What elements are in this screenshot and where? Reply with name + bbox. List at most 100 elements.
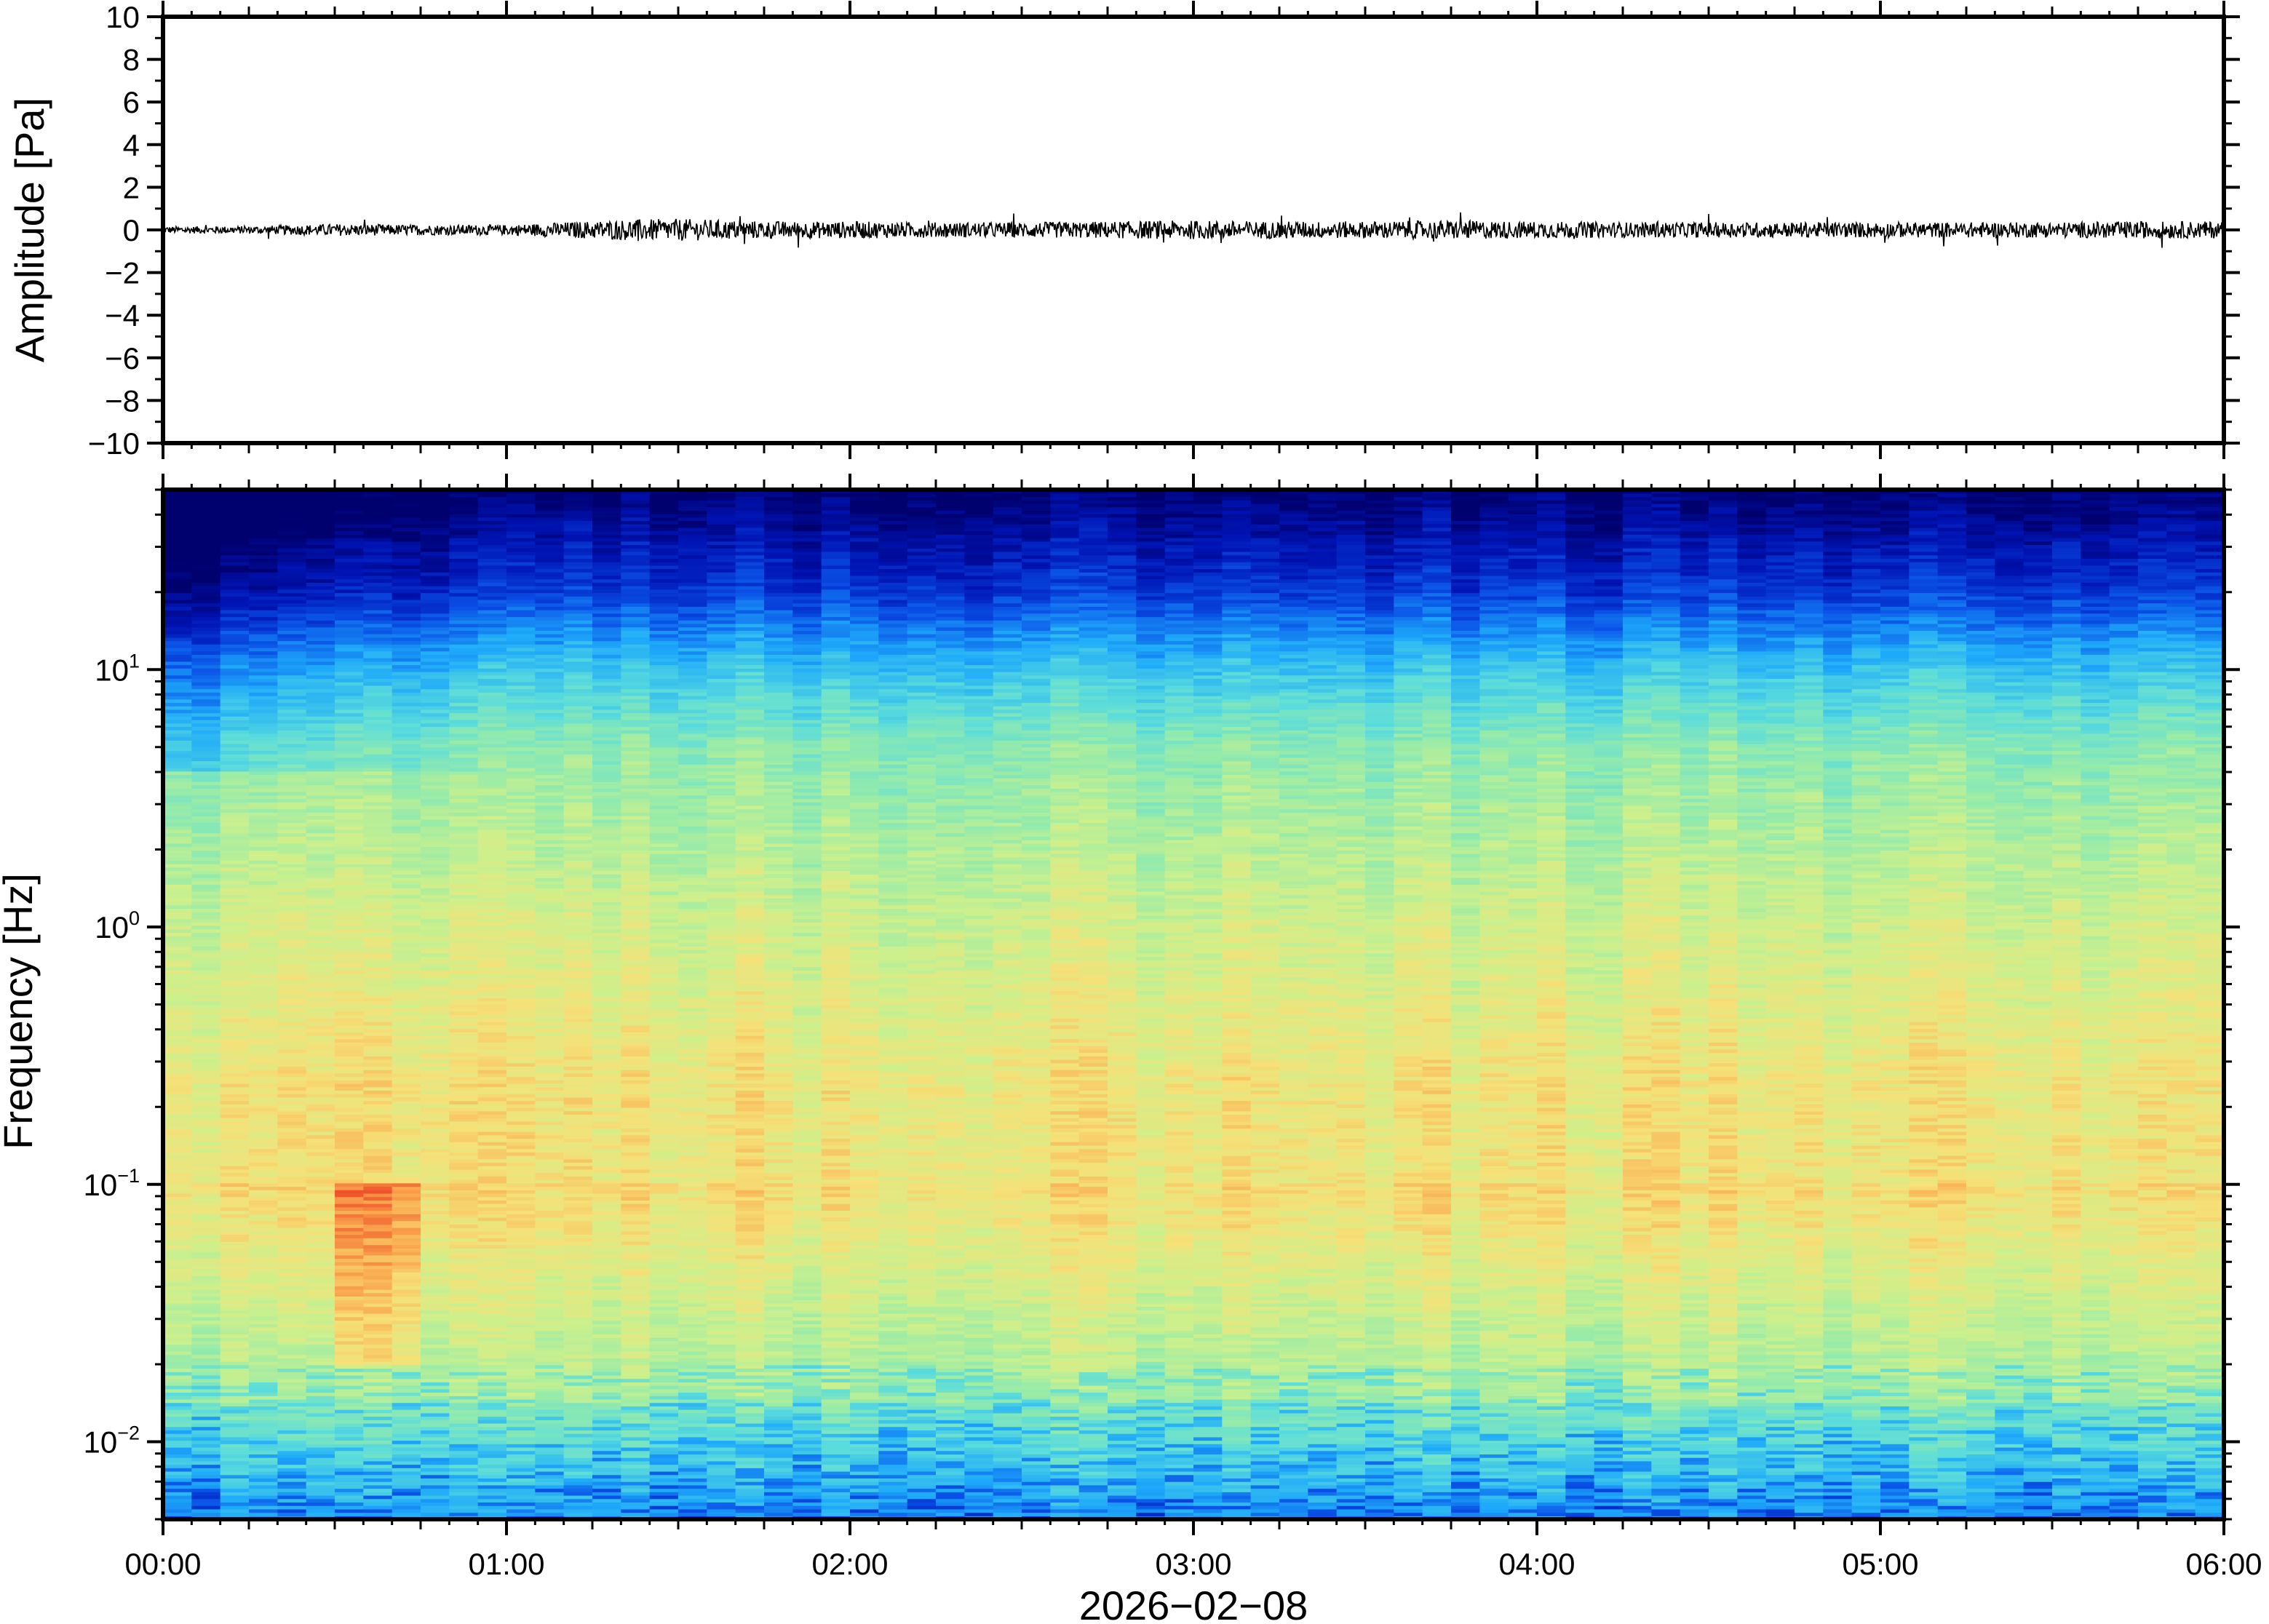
spectrogram-cell [477,1278,507,1283]
spectrogram-cell [363,1416,393,1420]
spectrogram-cell [535,1464,565,1468]
spectrogram-cell [563,1094,593,1098]
spectrogram-cell [306,1206,335,1211]
spectrogram-cell [249,792,278,796]
spectrogram-cell [363,805,393,810]
spectrogram-cell [592,960,621,964]
spectrogram-cell [506,500,536,504]
spectrogram-cell [392,963,421,968]
spectrogram-cell [306,1396,335,1400]
spectrogram-cell [220,836,250,840]
spectrogram-cell [392,1230,421,1235]
spectrogram-cell [477,1468,507,1472]
spectrogram-cell [220,1090,250,1094]
spectrogram-cell [163,805,192,810]
spectrogram-cell [506,623,536,628]
spectrogram-cell [163,1468,192,1472]
spectrogram-cell [592,1388,621,1393]
spectrogram-cell [306,891,335,896]
spectrogram-cell [220,1190,250,1194]
spectrogram-cell [506,1502,536,1506]
spectrogram-cell [506,1474,536,1478]
spectrogram-cell [421,939,450,944]
spectrogram-cell [191,1155,221,1160]
spectrogram-cell [421,589,450,594]
spectrogram-cell [220,1409,250,1414]
spectrogram-cell [191,990,221,995]
spectrogram-cell [449,904,479,909]
spectrogram-cell [163,678,192,682]
spectrogram-cell [563,1190,593,1194]
spectrogram-cell [592,792,621,796]
spectrogram-cell [191,1086,221,1091]
spectrogram-cell [306,960,335,964]
spectrogram-cell [306,630,335,634]
spectrogram-cell [277,551,307,556]
spectrogram-cell [220,860,250,864]
spectrogram-cell [592,554,621,559]
spectrogram-cell [335,1406,364,1410]
spectrogram-cell [449,1035,479,1040]
spectrogram-cell [392,712,421,717]
spectrogram-cell [249,928,278,934]
spectrogram-cell [421,730,450,734]
spectrogram-cell [163,709,192,714]
spectrogram-cell [335,1059,364,1064]
spectrogram-cell [249,1042,278,1046]
spectrogram-cell [449,1152,479,1156]
spectrogram-cell [535,1282,565,1286]
spectrogram-cell [477,493,507,498]
spectrogram-cell [506,1436,536,1441]
spectrogram-cell [277,558,307,562]
spectrogram-cell [535,1104,565,1108]
spectrogram-cell [249,554,278,559]
spectrogram-cell [449,610,479,614]
spectrogram-cell [449,1000,479,1006]
spectrogram-cell [249,1378,278,1382]
spectrogram-cell [563,1059,593,1064]
spectrogram-cell [592,1265,621,1270]
spectrogram-cell [592,565,621,570]
spectrogram-cell [563,709,593,714]
spectrogram-cell [191,1444,221,1448]
spectrogram-cell [277,798,307,803]
spectrogram-cell [220,1474,250,1478]
spectrogram-cell [421,1014,450,1019]
spectrogram-cell [449,538,479,542]
spectrogram-cell [477,1454,507,1458]
spectrogram-cell [220,1296,250,1300]
spectrogram-cell [421,558,450,562]
spectrogram-cell [249,1282,278,1286]
spectrogram-cell [592,1022,621,1026]
spectrogram-cell [249,664,278,669]
spectrogram-cell [563,712,593,717]
spectrogram-cell [535,812,565,816]
spectrogram-cell [563,500,593,504]
spectrogram-cell [277,500,307,504]
spectrogram-cell [392,716,421,720]
spectrogram-cell [392,912,421,916]
spectrogram-cell [163,816,192,820]
spectrogram-cell [449,1306,479,1310]
spectrogram-cell [335,626,364,631]
spectrogram-cell [277,1265,307,1270]
spectrogram-cell [563,1166,593,1170]
spectrogram-cell [363,1406,393,1410]
spectrogram-cell [363,620,393,624]
spectrogram-cell [306,1121,335,1126]
spectrogram-cell [249,987,278,992]
spectrogram-cell [392,805,421,810]
spectrogram-cell [163,1018,192,1022]
spectrogram-cell [335,1258,364,1262]
spectrogram-cell [592,1324,621,1328]
spectrogram-cell [421,723,450,728]
spectrogram-cell [306,1354,335,1358]
spectrogram-cell [363,754,393,758]
spectrogram-cell [563,1200,593,1204]
spectrogram-cell [563,750,593,755]
spectrogram-cell [392,647,421,652]
spectrogram-cell [191,1361,221,1366]
spectrogram-cell [563,1131,593,1136]
spectrogram-cell [421,744,450,748]
spectrogram-cell [277,1193,307,1198]
